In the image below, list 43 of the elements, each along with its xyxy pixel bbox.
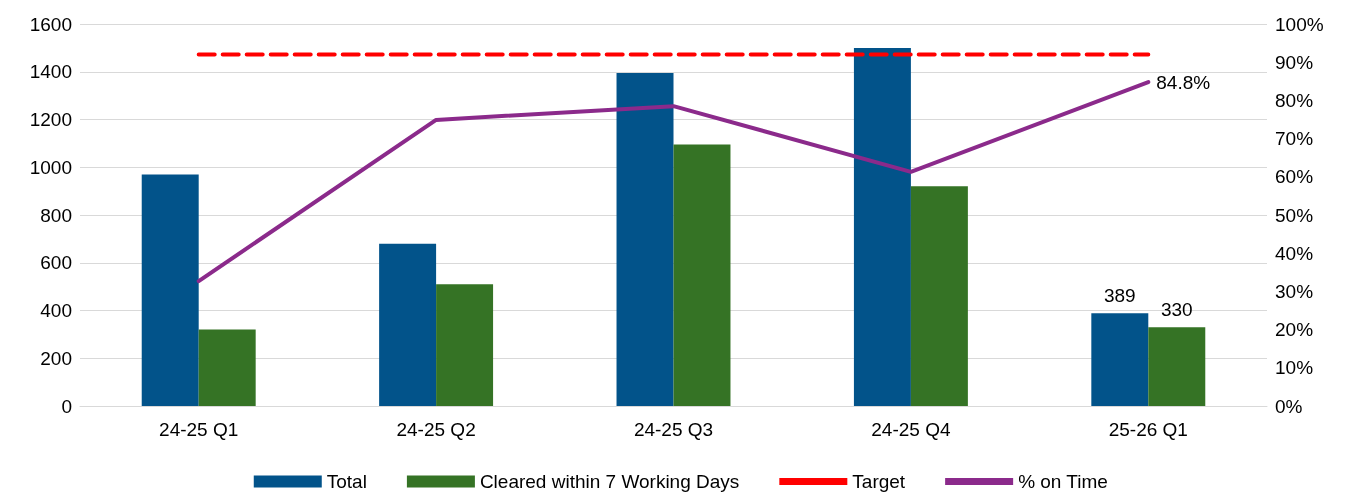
y2-tick-label: 70% xyxy=(1275,128,1314,150)
x-tick-label: 24-25 Q4 xyxy=(871,419,951,440)
x-tick-label: 24-25 Q1 xyxy=(159,419,239,440)
legend-label: Cleared within 7 Working Days xyxy=(479,471,740,492)
y2-tick-label: 40% xyxy=(1275,242,1314,264)
legend-label: % on Time xyxy=(1018,471,1108,492)
x-tick-label: 24-25 Q3 xyxy=(633,419,714,440)
data-label: 330 xyxy=(1160,299,1193,321)
legend-label: Total xyxy=(326,471,367,492)
y-tick-label: 1200 xyxy=(29,109,72,130)
x-tick-label: 24-25 Q2 xyxy=(396,419,476,440)
line-series xyxy=(196,80,1151,284)
y-tick-label: 800 xyxy=(40,204,72,226)
y-tick-label: 200 xyxy=(40,347,72,369)
x-tick-label: 25-26 Q1 xyxy=(1108,419,1188,440)
y-tick-label: 400 xyxy=(40,300,72,321)
legend-label: Target xyxy=(852,471,906,492)
y2-tick-label: 80% xyxy=(1275,89,1314,111)
bar xyxy=(910,186,968,406)
y2-tick-label: 50% xyxy=(1275,204,1314,226)
bar xyxy=(1148,327,1206,406)
y2-tick-label: 0% xyxy=(1275,395,1303,417)
y-tick-label: 0 xyxy=(61,395,72,417)
y2-tick-label: 90% xyxy=(1275,51,1314,73)
bar xyxy=(1091,313,1149,406)
y2-tick-label: 10% xyxy=(1275,357,1314,379)
bar xyxy=(379,243,437,406)
data-label: 389 xyxy=(1103,285,1136,307)
bar xyxy=(198,329,256,406)
y2-tick-label: 60% xyxy=(1275,166,1314,188)
bar xyxy=(141,174,199,406)
y2-tick-label: 100% xyxy=(1275,13,1324,35)
y-tick-label: 1400 xyxy=(29,61,72,83)
y-tick-label: 1000 xyxy=(29,156,72,178)
y-tick-label: 1600 xyxy=(29,13,72,35)
bar xyxy=(853,47,911,406)
bar xyxy=(616,72,674,406)
y2-tick-label: 30% xyxy=(1275,280,1314,302)
y-tick-label: 600 xyxy=(40,252,72,274)
bar xyxy=(673,144,731,406)
data-label: 84.8% xyxy=(1156,71,1211,93)
bar xyxy=(436,284,494,406)
y2-tick-label: 20% xyxy=(1275,319,1314,341)
